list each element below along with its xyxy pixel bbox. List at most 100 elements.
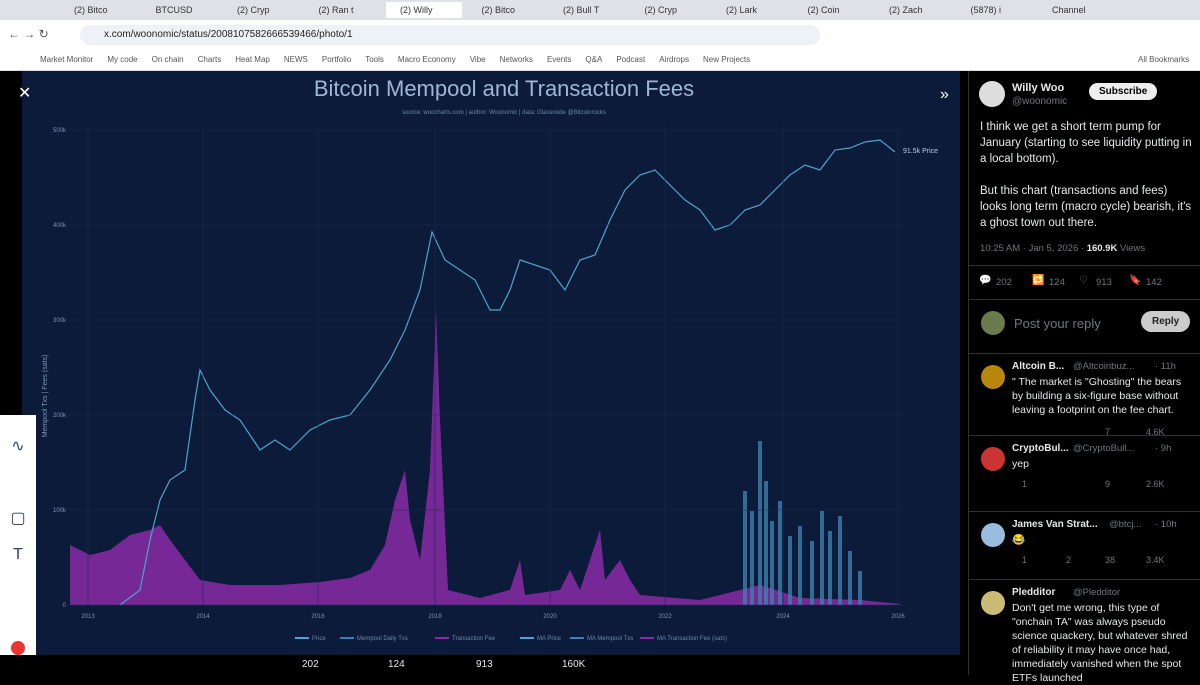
reply-handle[interactable]: @CryptoBull...: [1073, 443, 1135, 454]
timestamp[interactable]: 10:25 AM · Jan 5, 2026 ·: [980, 243, 1087, 254]
photo-stat[interactable]: 202: [302, 659, 319, 670]
browser-tab[interactable]: (2) Cryp: [237, 5, 270, 15]
legend-label[interactable]: Mempool Daily Txs: [357, 636, 408, 642]
subscribe-button[interactable]: Subscribe: [1089, 83, 1158, 100]
tool-pen[interactable]: ∿: [11, 438, 24, 455]
browser-tab[interactable]: (2) Coin: [807, 5, 840, 15]
bookmark[interactable]: My code: [107, 55, 138, 64]
tweet-paragraph: But this chart (transactions and fees) l…: [980, 185, 1192, 229]
reply-avatar[interactable]: [981, 365, 1005, 389]
bookmark[interactable]: New Projects: [703, 55, 751, 64]
reply-input[interactable]: Post your reply: [1014, 316, 1101, 331]
y-tick-label: 200k: [53, 413, 67, 419]
bookmark[interactable]: Events: [546, 55, 572, 64]
tweet-meta: 10:25 AM · Jan 5, 2026 · 160.9K Views: [980, 243, 1145, 254]
legend-label[interactable]: MA Transaction Fee (sats): [657, 636, 727, 642]
reply-avatar[interactable]: [981, 523, 1005, 547]
action-icon[interactable]: 💬: [979, 275, 992, 286]
x-tick-label: 2026: [891, 614, 905, 620]
action-icon[interactable]: ♡: [1079, 275, 1088, 286]
fee-area: [70, 310, 900, 605]
reply-views: 3.4K: [1146, 555, 1165, 565]
address-bar[interactable]: [80, 25, 820, 45]
bookmark[interactable]: Airdrops: [659, 55, 690, 64]
browser-tab[interactable]: (2) Lark: [726, 5, 758, 15]
bookmark[interactable]: Portfolio: [321, 55, 352, 64]
browser-tab[interactable]: (2) Bitco: [74, 5, 108, 15]
legend-label[interactable]: MA Price: [537, 636, 562, 642]
bookmark[interactable]: Market Monitor: [40, 55, 94, 64]
divider: [969, 435, 1200, 436]
reply-name[interactable]: James Van Strat...: [1012, 519, 1098, 530]
bookmark[interactable]: On chain: [151, 55, 184, 64]
chart-subtitle: source: woocharts.com | author: Woonomic…: [402, 110, 606, 116]
reply-time: · 10h: [1155, 519, 1177, 530]
y-axis-label: Mempool Txs | Fees (sats): [42, 355, 49, 438]
reply-replies: 1: [1022, 479, 1028, 489]
bookmark[interactable]: Tools: [365, 55, 384, 64]
nav-buttons[interactable]: ← → ↻: [8, 27, 49, 41]
browser-tab[interactable]: (5878) i: [970, 5, 1002, 15]
bookmark[interactable]: Networks: [499, 55, 533, 64]
browser-tab[interactable]: Channel: [1052, 5, 1086, 15]
bookmark[interactable]: NEWS: [283, 55, 308, 64]
reply-name[interactable]: Altcoin B...: [1012, 361, 1065, 372]
reply-text: 😂: [1012, 534, 1026, 546]
close-button[interactable]: ✕: [18, 85, 31, 102]
tool-box[interactable]: ▢: [10, 510, 25, 527]
author-handle[interactable]: @woonomic: [1012, 96, 1068, 107]
browser-tab[interactable]: (2) Zach: [889, 5, 923, 15]
y-tick-label: 400k: [53, 223, 67, 229]
bookmark[interactable]: Vibe: [469, 55, 486, 64]
x-tick-label: 2024: [776, 614, 790, 620]
legend-label[interactable]: Transaction Fee: [452, 636, 496, 642]
view-count: 160.9K: [1086, 243, 1118, 254]
author-name[interactable]: Willy Woo: [1012, 82, 1065, 94]
reply-handle[interactable]: @Pledditor: [1073, 587, 1121, 598]
reply-reposts: 2: [1066, 555, 1072, 565]
reply-avatar[interactable]: [981, 591, 1005, 615]
y-tick-label: 100k: [53, 508, 67, 514]
avatar[interactable]: [979, 81, 1005, 107]
photo-stat[interactable]: 913: [476, 659, 493, 670]
browser-tab[interactable]: (2) Willy: [386, 2, 462, 18]
browser-tab[interactable]: BTCUSD: [155, 5, 193, 15]
browser-tab[interactable]: (2) Cryp: [644, 5, 678, 15]
reply-button[interactable]: Reply: [1141, 311, 1191, 332]
legend-label[interactable]: MA Mempool Txs: [587, 636, 633, 642]
bookmark[interactable]: Macro Economy: [397, 55, 456, 64]
bookmark-list: Market Monitor My code On chain Charts Heat …: [40, 50, 764, 70]
tweet-paragraph: I think we get a short term pump for Jan…: [980, 121, 1192, 165]
x-tick-label: 2014: [196, 614, 210, 620]
reply-name[interactable]: CryptoBul...: [1012, 443, 1069, 454]
action-count: 124: [1049, 277, 1065, 288]
bookmark[interactable]: All Bookmarks: [1138, 55, 1190, 64]
action-icon[interactable]: 🔖: [1129, 275, 1142, 286]
my-avatar: [981, 311, 1005, 335]
reply-replies: 1: [1022, 555, 1028, 565]
reply-handle[interactable]: @btcj...: [1109, 519, 1142, 530]
bookmark[interactable]: Heat Map: [235, 55, 270, 64]
reply-text: Don't get me wrong, this type of "onchai…: [1012, 602, 1188, 684]
tool-text[interactable]: T: [13, 546, 23, 563]
reply-avatar[interactable]: [981, 447, 1005, 471]
browser-tab[interactable]: (2) Bull T: [563, 5, 600, 15]
reply-time: · 11h: [1155, 361, 1176, 372]
reply-handle[interactable]: @Altcoinbuz...: [1073, 361, 1135, 372]
action-icon[interactable]: 🔁: [1032, 275, 1045, 286]
tool-record[interactable]: [11, 641, 25, 655]
photo-stat[interactable]: 124: [388, 659, 405, 670]
browser-tab[interactable]: (2) Bitco: [481, 5, 516, 15]
url: x.com/woonomic/status/200810758266653946…: [104, 29, 353, 40]
photo-stat[interactable]: 160K: [562, 659, 586, 670]
reply-name[interactable]: Pledditor: [1012, 587, 1056, 598]
bookmark[interactable]: Q&A: [585, 55, 603, 64]
photo-viewer: ✕ » Bitcoin Mempool and Transaction Fees…: [0, 71, 968, 655]
legend-label[interactable]: Price: [312, 636, 326, 642]
x-tick-label: 2022: [658, 614, 672, 620]
bookmark[interactable]: Podcast: [616, 55, 646, 64]
bookmark[interactable]: Charts: [197, 55, 222, 64]
expand-button[interactable]: »: [940, 86, 949, 103]
browser-tab[interactable]: (2) Ran t: [318, 5, 354, 15]
